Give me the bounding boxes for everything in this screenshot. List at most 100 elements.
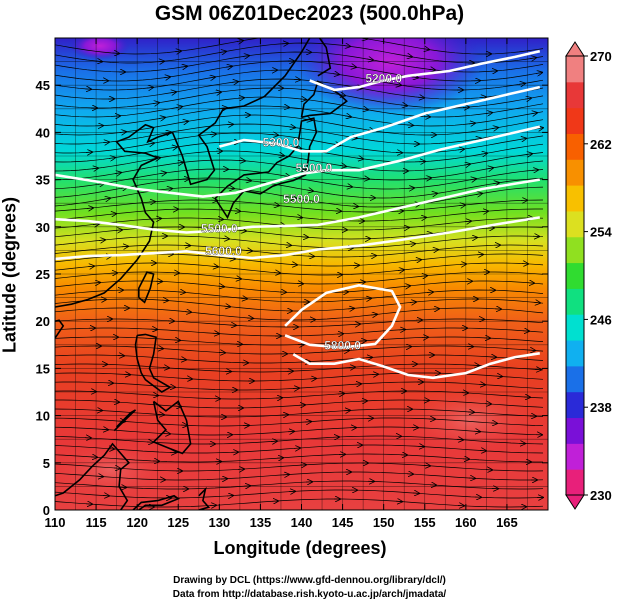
streamline — [55, 489, 544, 499]
streamline — [55, 38, 544, 55]
x-tick-label: 160 — [455, 515, 477, 530]
flow-arrow — [228, 258, 235, 259]
flow-arrow — [430, 193, 437, 194]
streamline — [55, 453, 543, 463]
flow-arrow — [165, 189, 172, 190]
y-tick-label: 45 — [36, 78, 50, 93]
flow-arrow — [209, 134, 216, 135]
height-contours — [55, 49, 541, 380]
coastline — [113, 409, 137, 432]
flow-arrow — [492, 183, 499, 184]
x-tick-label: 125 — [167, 515, 189, 530]
flow-arrow — [273, 273, 280, 274]
flow-arrow — [408, 244, 415, 245]
flow-arrow — [163, 77, 170, 78]
colorbar-max-arrow — [565, 41, 585, 57]
y-axis-ticks: 0 5 10 15 20 25 30 35 40 45 — [36, 78, 548, 518]
flow-arrow — [533, 302, 540, 303]
colorbar-segment — [566, 236, 584, 264]
flow-arrow — [491, 128, 498, 129]
flow-arrow — [409, 302, 416, 303]
flow-arrow — [239, 230, 246, 231]
flow-arrow — [282, 107, 289, 108]
streamline — [55, 244, 544, 258]
flow-arrow — [103, 198, 110, 199]
flow-arrow — [284, 245, 291, 246]
colorbar-tick-label: 238 — [590, 400, 612, 415]
flow-arrow — [288, 127, 295, 128]
contour-label: 5500.0 — [283, 192, 320, 206]
colorbar-segment — [566, 288, 584, 315]
contour-label: 5500.0 — [201, 221, 238, 235]
streamline — [55, 105, 544, 127]
flow-arrow — [299, 99, 306, 100]
colorbar-segment — [566, 185, 584, 212]
contour-label: 5500.0 — [295, 161, 332, 175]
flow-arrow — [227, 188, 234, 189]
flow-arrow — [431, 250, 438, 251]
y-axis-label: Latitude (degrees) — [0, 196, 20, 354]
flow-arrow — [219, 51, 226, 52]
contour-line — [292, 352, 540, 380]
contour-line — [218, 85, 541, 153]
flow-arrow — [411, 77, 418, 78]
flow-arrow — [214, 92, 221, 93]
flow-arrow — [108, 158, 115, 159]
y-tick-label: 35 — [36, 173, 50, 188]
flow-arrow — [420, 276, 427, 277]
colorbar-segment — [566, 262, 584, 289]
x-axis-label: Longitude (degrees) — [213, 538, 387, 558]
streamline — [55, 280, 544, 294]
coastline — [214, 117, 318, 220]
colorbar-segment — [566, 56, 584, 83]
flow-arrow — [184, 312, 191, 313]
flow-arrow — [223, 306, 230, 307]
flow-arrow — [403, 286, 410, 287]
contour-labels: 5200.0 5300.0 5500.0 5500.0 5500.0 5600.0 5800… — [201, 71, 403, 352]
coastline — [134, 333, 172, 393]
x-tick-label: 120 — [126, 515, 148, 530]
flow-arrow — [217, 286, 224, 287]
streamline — [55, 408, 544, 418]
x-tick-label: 150 — [373, 515, 395, 530]
colorbar-segment — [566, 81, 584, 109]
flow-arrow — [474, 138, 481, 139]
flow-arrow — [345, 186, 352, 187]
flow-arrow — [245, 250, 252, 251]
x-axis-ticks: 110 115 120 125 130 135 140 145 150 155 160 165 — [45, 38, 518, 530]
chart-title: GSM 06Z01Dec2023 (500.0hPa) — [154, 2, 465, 25]
flow-arrow — [86, 208, 93, 209]
x-tick-label: 140 — [291, 515, 313, 530]
colorbar-tick-label: 262 — [590, 137, 612, 152]
flow-arrow — [208, 77, 215, 78]
flow-arrow — [422, 49, 429, 50]
flow-arrow — [366, 59, 373, 60]
streamline — [55, 363, 544, 373]
x-tick-label: 135 — [250, 515, 272, 530]
flow-arrow — [114, 173, 121, 174]
streamline — [55, 150, 544, 172]
streamline — [55, 60, 544, 82]
streamline — [55, 217, 544, 231]
streamline — [55, 235, 544, 249]
flow-arrow — [468, 123, 475, 124]
x-tick-label: 145 — [332, 515, 354, 530]
streamline — [55, 42, 544, 64]
streamline — [55, 87, 544, 109]
flow-arrow — [458, 205, 465, 206]
flow-arrow — [174, 51, 181, 52]
flow-arrow — [394, 84, 401, 85]
contour-line — [284, 284, 402, 349]
streamlines — [55, 38, 544, 507]
flow-arrow — [159, 173, 166, 174]
flow-arrow — [225, 66, 232, 67]
y-tick-label: 15 — [36, 361, 50, 376]
streamline — [55, 417, 544, 427]
flow-arrow — [222, 238, 229, 239]
flow-arrow — [91, 168, 98, 169]
flow-arrow — [181, 121, 188, 122]
streamline — [55, 159, 544, 181]
flow-arrow — [475, 193, 482, 194]
flow-arrow — [400, 105, 407, 106]
contour-line — [55, 125, 541, 198]
